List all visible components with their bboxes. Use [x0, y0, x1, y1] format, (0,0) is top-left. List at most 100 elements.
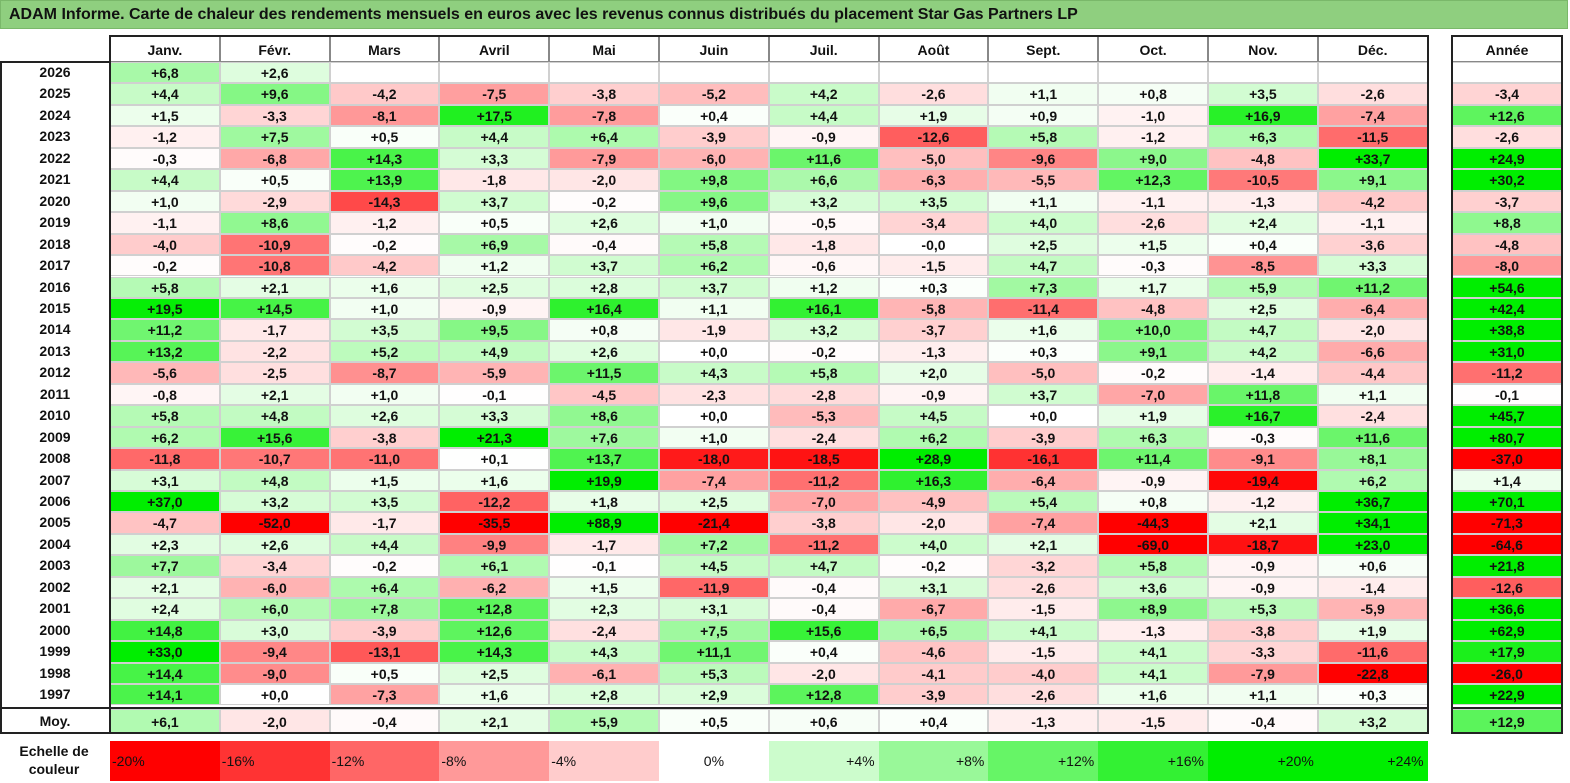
heatmap-cell: -10,9	[219, 233, 330, 256]
heatmap-cell: -5,0	[988, 362, 1099, 384]
heatmap-cell: -4,4	[1317, 362, 1428, 384]
heatmap-cell: +6,6	[768, 169, 879, 191]
year-label: 2012	[39, 364, 71, 381]
heatmap-cell: +12,3	[1098, 169, 1208, 191]
heatmap-cell: +2,0	[878, 362, 989, 384]
heatmap-cell: -6,8	[219, 147, 330, 170]
heatmap-cell: -4,1	[878, 662, 989, 685]
year-label: 2026	[39, 64, 71, 80]
heatmap-cell: +8,6	[549, 405, 659, 427]
color-scale-step: -12%	[329, 741, 440, 781]
heatmap-cell: -1,2	[1098, 126, 1208, 148]
year-label: 2017	[39, 257, 71, 274]
heatmap-cell: -0,2	[549, 190, 659, 213]
heatmap-cell: +6,8	[110, 62, 220, 84]
heatmap-cell: -1,7	[219, 319, 330, 341]
heatmap-cell: -7,9	[1208, 662, 1318, 685]
year-label: 2005	[39, 514, 71, 531]
heatmap-cell: +14,5	[219, 297, 330, 320]
heatmap-cell: -11,6	[1317, 641, 1428, 663]
heatmap-cell: -2,6	[878, 83, 989, 105]
heatmap-cell: +0,5	[329, 662, 440, 685]
annual-cell: -37,0	[1452, 448, 1562, 470]
heatmap-cell: -5,8	[878, 297, 989, 320]
heatmap-cell: -1,2	[329, 212, 440, 234]
heatmap-cell: -7,3	[329, 684, 440, 706]
heatmap-cell: +4,7	[1208, 319, 1318, 341]
heatmap-cell: +9,6	[659, 190, 769, 213]
heatmap-cell: +1,2	[768, 276, 879, 298]
heatmap-cell: -4,6	[878, 641, 989, 663]
average-cell: -1,3	[988, 708, 1099, 733]
heatmap-cell: +2,6	[329, 405, 440, 427]
heatmap-cell: +3,5	[329, 491, 440, 513]
year-label: 2001	[39, 600, 71, 617]
year-label: 2016	[39, 278, 71, 295]
heatmap-cell: +4,4	[768, 104, 879, 127]
heatmap-cell: +1,6	[329, 276, 440, 298]
annual-cell: +62,9	[1452, 619, 1562, 642]
heatmap-cell: +1,5	[110, 104, 220, 127]
heatmap-cell: +0,0	[659, 340, 769, 363]
heatmap-cell: -2,0	[549, 169, 659, 191]
heatmap-cell: -0,5	[768, 212, 879, 234]
heatmap-cell: +2,9	[659, 684, 769, 706]
heatmap-cell: +3,3	[439, 405, 550, 427]
heatmap-cell: +1,6	[1098, 684, 1208, 706]
year-label: 1999	[39, 643, 71, 660]
heatmap-cell: -4,0	[110, 233, 220, 256]
heatmap-cell: +19,9	[549, 469, 659, 491]
heatmap-cell: -5,9	[439, 362, 550, 384]
year-label: 2019	[39, 214, 71, 231]
annual-cell: +42,4	[1452, 297, 1562, 320]
heatmap-cell: -4,7	[110, 512, 220, 534]
heatmap-cell: +0,3	[988, 340, 1099, 363]
heatmap-cell: +2,1	[110, 576, 220, 599]
heatmap-cell: -4,2	[329, 255, 440, 277]
average-cell: +0,5	[659, 708, 769, 733]
heatmap-cell: +14,3	[329, 147, 440, 170]
heatmap-cell: -0,9	[439, 297, 550, 320]
heatmap-cell: +34,1	[1317, 512, 1428, 534]
heatmap-cell: -3,7	[878, 319, 989, 341]
heatmap-cell: -3,8	[768, 512, 879, 534]
heatmap-cell: +3,7	[549, 255, 659, 277]
heatmap-cell: -0,2	[329, 233, 440, 256]
heatmap-cell: -5,3	[768, 405, 879, 427]
average-separator-annual	[1452, 706, 1562, 709]
heatmap-cell: -1,3	[1098, 619, 1208, 642]
heatmap-cell: -52,0	[219, 512, 330, 534]
year-label: 2020	[39, 192, 71, 209]
heatmap-cell: +1,0	[110, 190, 220, 213]
year-label: 2013	[39, 342, 71, 359]
heatmap-cell: +0,8	[1098, 83, 1208, 105]
heatmap-cell: +16,7	[1208, 405, 1318, 427]
heatmap-cell: +1,5	[1098, 233, 1208, 256]
heatmap-cell: -4,2	[1317, 190, 1428, 213]
heatmap-cell: +11,5	[549, 362, 659, 384]
month-header: Nov.	[1208, 36, 1318, 62]
annual-cell: -26,0	[1452, 662, 1562, 685]
heatmap-cell: +2,5	[439, 662, 550, 685]
heatmap-cell: +17,5	[439, 104, 550, 127]
year-label: 2009	[39, 428, 71, 445]
heatmap-cell: +10,0	[1098, 319, 1208, 341]
heatmap-cell: +5,3	[1208, 598, 1318, 620]
heatmap-cell	[1098, 62, 1208, 84]
heatmap-cell: -0,9	[1208, 576, 1318, 599]
heatmap-cell: -0,9	[878, 383, 989, 406]
heatmap-cell: -0,3	[1098, 255, 1208, 277]
heatmap-cell: +4,8	[219, 469, 330, 491]
heatmap-cell: -3,8	[549, 83, 659, 105]
heatmap-cell: +16,3	[878, 469, 989, 491]
heatmap-cell: +4,7	[988, 255, 1099, 277]
heatmap-cell: +14,1	[110, 684, 220, 706]
heatmap-cell: -0,4	[549, 233, 659, 256]
heatmap-cell: +88,9	[549, 512, 659, 534]
heatmap-cell: +11,6	[768, 147, 879, 170]
heatmap-cell: +8,1	[1317, 448, 1428, 470]
heatmap-cell: +2,5	[439, 276, 550, 298]
heatmap-cell: +2,1	[988, 533, 1099, 556]
heatmap-cell: +6,4	[549, 126, 659, 148]
year-label: 2023	[39, 128, 71, 145]
